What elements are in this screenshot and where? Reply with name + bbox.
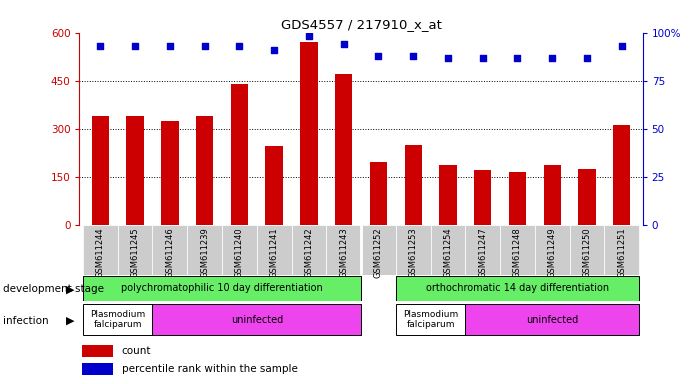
Bar (430, 225, 465, 275)
Bar (509, 172, 526, 225)
Text: GSM611252: GSM611252 (374, 227, 383, 278)
Text: GSM611249: GSM611249 (548, 227, 557, 278)
Bar (231, 84, 248, 225)
Point (269, 47, 280, 53)
Text: GSM611251: GSM611251 (617, 227, 626, 278)
Bar (439, 166, 457, 225)
Point (129, 43, 140, 49)
Bar (396, 304, 465, 335)
Point (164, 43, 176, 49)
Bar (83, 225, 117, 275)
Bar (404, 145, 422, 225)
Text: GSM611244: GSM611244 (96, 227, 105, 278)
Point (338, 41, 349, 47)
Point (373, 53, 384, 59)
Text: development stage: development stage (3, 284, 104, 294)
Point (547, 55, 558, 61)
Point (234, 43, 245, 49)
Bar (222, 225, 257, 275)
Bar (535, 225, 569, 275)
Text: ▶: ▶ (66, 284, 75, 294)
Bar (265, 146, 283, 225)
Text: infection: infection (3, 316, 49, 326)
Bar (578, 169, 596, 225)
Title: GDS4557 / 217910_x_at: GDS4557 / 217910_x_at (281, 18, 442, 31)
Text: uninfected: uninfected (526, 314, 578, 325)
Bar (92, 116, 109, 225)
Text: Plasmodium
falciparum: Plasmodium falciparum (403, 310, 458, 329)
Bar (500, 225, 535, 275)
Bar (126, 116, 144, 225)
Text: orthochromatic 14 day differentiation: orthochromatic 14 day differentiation (426, 283, 609, 293)
Bar (292, 225, 326, 275)
Bar (465, 304, 639, 335)
Text: GSM611245: GSM611245 (131, 227, 140, 278)
Text: GSM611243: GSM611243 (339, 227, 348, 278)
Bar (82, 345, 113, 357)
Text: GSM611242: GSM611242 (305, 227, 314, 278)
Point (442, 55, 453, 61)
Point (199, 43, 210, 49)
Bar (396, 276, 639, 301)
Text: ▶: ▶ (66, 316, 75, 326)
Point (616, 43, 627, 49)
Bar (196, 116, 214, 225)
Bar (300, 42, 318, 225)
Text: GSM611253: GSM611253 (408, 227, 417, 278)
Text: count: count (122, 346, 151, 356)
Text: GSM611250: GSM611250 (583, 227, 591, 278)
Point (303, 33, 314, 40)
Text: GSM611246: GSM611246 (165, 227, 174, 278)
Text: GSM611247: GSM611247 (478, 227, 487, 278)
Text: percentile rank within the sample: percentile rank within the sample (122, 364, 298, 374)
Bar (326, 225, 361, 275)
Bar (153, 304, 361, 335)
Point (95, 43, 106, 49)
Text: GSM611248: GSM611248 (513, 227, 522, 278)
Bar (613, 126, 630, 225)
Bar (161, 121, 178, 225)
Bar (153, 225, 187, 275)
Bar (187, 225, 222, 275)
Bar (117, 225, 153, 275)
Text: GSM611240: GSM611240 (235, 227, 244, 278)
Bar (82, 363, 113, 375)
Bar (370, 162, 387, 225)
Point (408, 53, 419, 59)
Text: GSM611239: GSM611239 (200, 227, 209, 278)
Point (477, 55, 489, 61)
Point (582, 55, 593, 61)
Text: GSM611241: GSM611241 (269, 227, 278, 278)
Bar (335, 74, 352, 225)
Point (512, 55, 523, 61)
Bar (83, 304, 153, 335)
Bar (396, 225, 430, 275)
Bar (83, 276, 361, 301)
Bar (361, 225, 396, 275)
Bar (257, 225, 292, 275)
Text: polychromatophilic 10 day differentiation: polychromatophilic 10 day differentiatio… (121, 283, 323, 293)
Bar (605, 225, 639, 275)
Bar (465, 225, 500, 275)
Bar (544, 166, 561, 225)
Text: GSM611254: GSM611254 (444, 227, 453, 278)
Bar (474, 170, 491, 225)
Text: Plasmodium
falciparum: Plasmodium falciparum (90, 310, 145, 329)
Bar (569, 225, 605, 275)
Text: uninfected: uninfected (231, 314, 283, 325)
